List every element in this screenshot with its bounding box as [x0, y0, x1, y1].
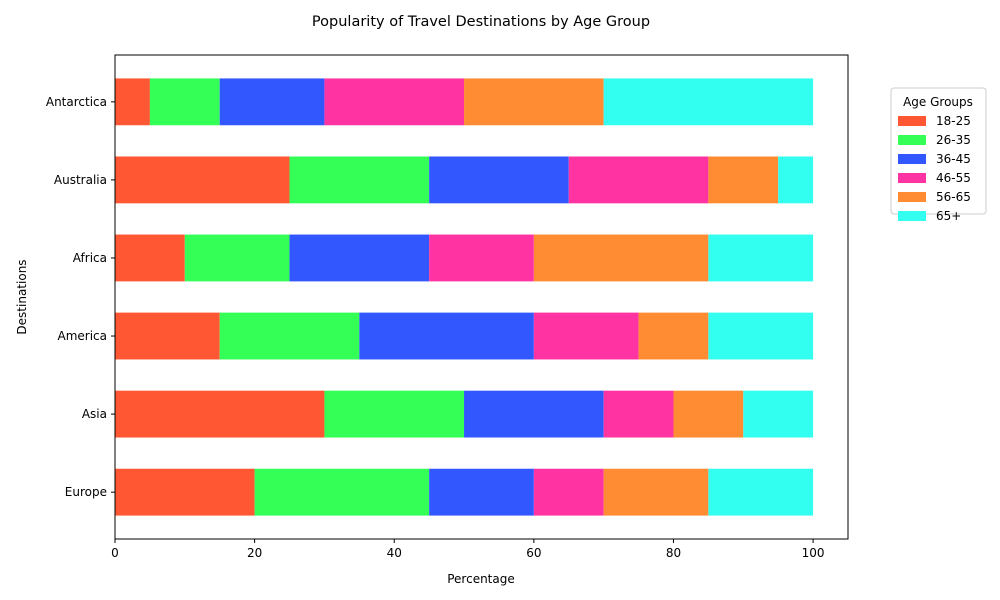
legend-swatch — [898, 154, 926, 164]
bar-segment — [568, 156, 709, 204]
bar-segment — [778, 156, 814, 204]
bar-segment — [149, 78, 220, 126]
bar-segment — [115, 78, 150, 126]
legend-swatch — [898, 211, 926, 221]
x-tick-label: 20 — [247, 546, 262, 560]
bar-segment — [673, 390, 744, 438]
legend-label: 65+ — [936, 209, 961, 223]
bar-segment — [638, 312, 709, 360]
y-tick-label: Australia — [54, 173, 107, 187]
x-axis: 0 20 40 60 80 100 — [111, 539, 825, 560]
bar-segment — [708, 234, 814, 282]
bar-segment — [743, 390, 814, 438]
bar-segment — [464, 78, 604, 126]
legend-label: 56-65 — [936, 190, 971, 204]
bar-segment — [115, 234, 185, 282]
legend-label: 26-35 — [936, 133, 971, 147]
x-tick-label: 0 — [111, 546, 119, 560]
legend-label: 36-45 — [936, 152, 971, 166]
y-tick-label: Africa — [73, 251, 107, 265]
bar-segment — [254, 468, 430, 516]
bar-segment — [708, 156, 779, 204]
bar-segment — [115, 156, 290, 204]
legend-swatch — [898, 135, 926, 145]
bar-segment — [533, 234, 709, 282]
bar-segment — [533, 312, 639, 360]
legend-title: Age Groups — [903, 95, 973, 109]
legend-items: 18-25 26-35 36-45 46-55 56-65 65+ — [898, 114, 971, 223]
bar-segment — [289, 156, 430, 204]
chart-title: Popularity of Travel Destinations by Age… — [312, 14, 650, 30]
x-tick-label: 80 — [666, 546, 681, 560]
y-tick-label: Antarctica — [46, 95, 107, 109]
bar-segment — [219, 78, 325, 126]
bar-segment — [533, 468, 604, 516]
legend-swatch — [898, 192, 926, 202]
x-tick-label: 60 — [526, 546, 541, 560]
y-tick-label: Asia — [82, 407, 107, 421]
bar-segment — [324, 78, 465, 126]
bar-segment — [115, 312, 220, 360]
bar-segment — [219, 312, 360, 360]
bar-segment — [429, 468, 534, 516]
bar-segment — [464, 390, 604, 438]
legend-label: 46-55 — [936, 171, 971, 185]
bar-segment — [324, 390, 465, 438]
y-tick-label: America — [58, 329, 108, 343]
bar-segment — [708, 312, 814, 360]
legend-swatch — [898, 116, 926, 126]
legend: Age Groups 18-25 26-35 36-45 46-55 56-65 65+ — [890, 87, 987, 223]
bar-segment — [708, 468, 814, 516]
bar-segment — [115, 390, 325, 438]
bar-segment — [429, 156, 569, 204]
bar-segment — [429, 234, 534, 282]
plot-frame — [114, 54, 849, 540]
y-axis: Europe Asia America Africa Australia Antarcti… — [46, 95, 115, 499]
bar-segment — [603, 468, 709, 516]
bar-segment — [289, 234, 430, 282]
x-axis-title: Percentage — [447, 572, 515, 586]
legend-swatch — [898, 173, 926, 183]
legend-label: 18-25 — [936, 114, 971, 128]
y-tick-label: Europe — [65, 485, 107, 499]
bar-segment — [115, 468, 255, 516]
x-tick-label: 40 — [387, 546, 402, 560]
bar-segment — [603, 390, 674, 438]
y-axis-title: Destinations — [15, 259, 29, 334]
bar-segment — [603, 78, 814, 126]
bar-segment — [184, 234, 290, 282]
bars-layer — [115, 78, 814, 516]
bar-segment — [359, 312, 534, 360]
x-tick-label: 100 — [802, 546, 825, 560]
